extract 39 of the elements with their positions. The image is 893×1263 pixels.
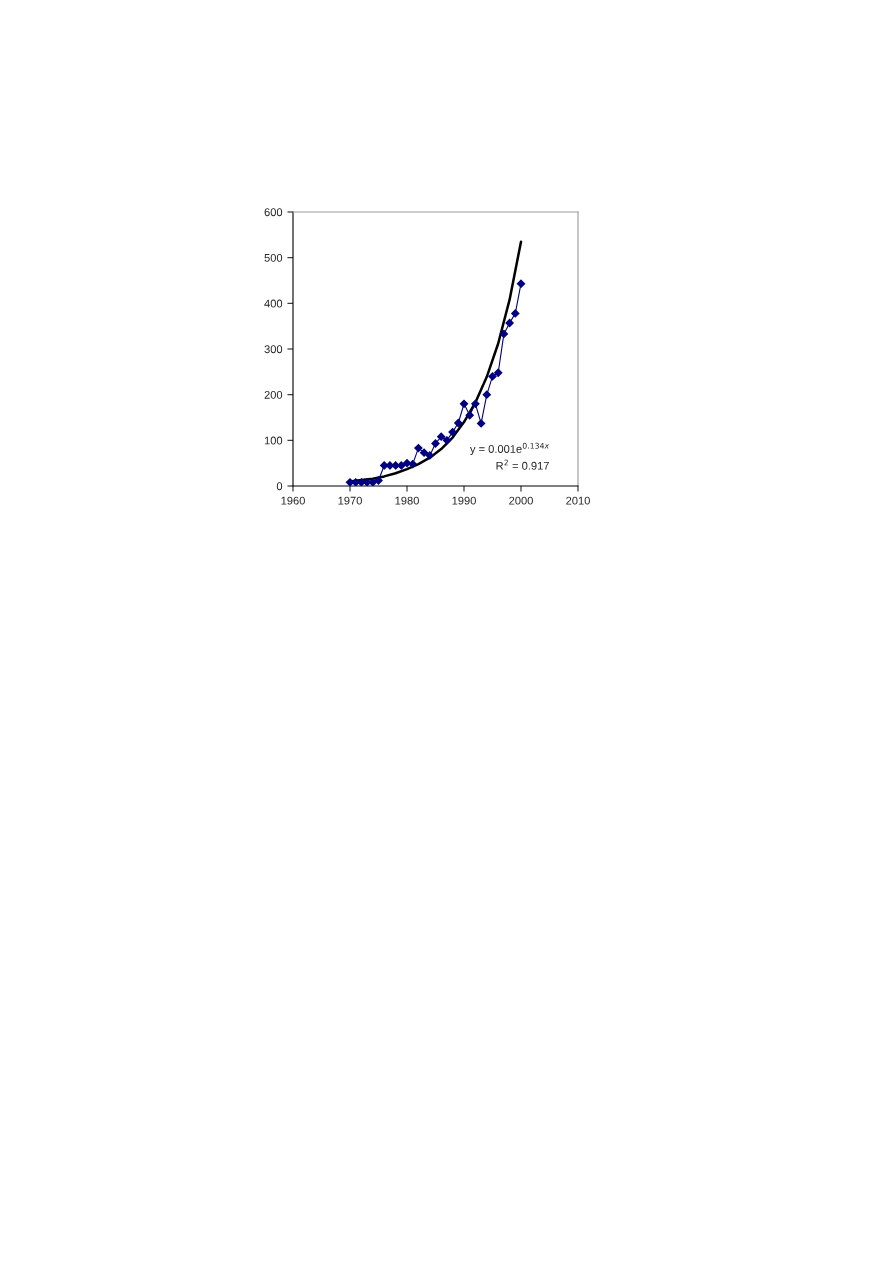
point [465,411,474,420]
point [414,443,423,453]
point [391,461,400,470]
annotation: y = 0.001e$^{0.134x}$ [469,442,550,456]
point [437,432,446,441]
x-tick-label: 1990 [452,496,476,505]
point [448,427,457,437]
x-tick-label: 2010 [566,496,590,505]
point [482,390,491,399]
point [425,451,434,460]
x-tick-label: 1960 [281,496,305,505]
x-tick-label: 1980 [395,496,419,505]
y-tick-label: 300 [264,345,283,354]
point [516,279,526,288]
point [357,478,366,486]
y-tick-label: 0 [276,482,283,491]
point [402,459,412,468]
point [494,368,503,377]
point [374,476,383,485]
y-tick-label: 400 [264,299,283,308]
point [454,418,463,428]
y-tick-label: 600 [264,208,283,217]
annotation: R$^{2}$ = 0.917 [496,459,549,470]
y-tick-label: 200 [264,390,283,399]
point [488,372,497,381]
point [471,399,480,408]
x-tick-label: 1970 [338,496,362,505]
point [442,436,452,445]
point [511,309,520,318]
y-tick-label: 500 [264,253,283,262]
point [431,439,440,448]
point [499,329,509,339]
point [476,419,486,428]
point [408,459,417,469]
point [505,318,514,328]
point [459,399,469,408]
point [397,461,406,470]
x-tick-label: 2000 [509,496,533,505]
y-tick-label: 100 [264,436,283,445]
